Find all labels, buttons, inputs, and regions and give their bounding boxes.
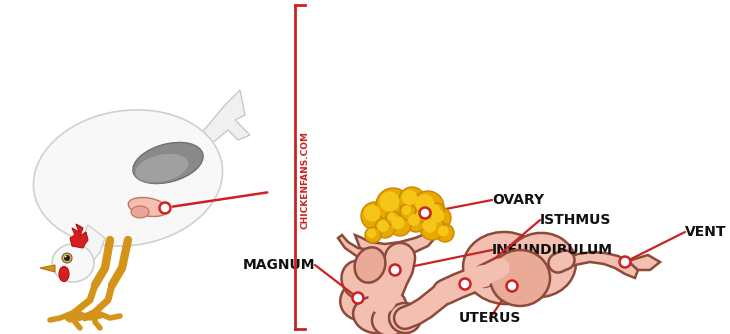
Circle shape	[388, 212, 396, 221]
Text: MAGNUM: MAGNUM	[242, 258, 315, 272]
Circle shape	[415, 208, 429, 222]
Circle shape	[429, 207, 451, 229]
Circle shape	[159, 202, 171, 213]
Ellipse shape	[131, 206, 149, 218]
Ellipse shape	[340, 280, 384, 320]
Circle shape	[390, 265, 401, 276]
Ellipse shape	[389, 303, 421, 333]
Polygon shape	[40, 265, 55, 272]
Circle shape	[430, 203, 444, 217]
Circle shape	[438, 226, 449, 236]
Circle shape	[620, 257, 631, 268]
Circle shape	[365, 227, 381, 243]
Ellipse shape	[128, 197, 168, 216]
Polygon shape	[338, 235, 370, 260]
Circle shape	[366, 228, 376, 238]
Circle shape	[389, 214, 411, 236]
Ellipse shape	[355, 247, 385, 283]
Circle shape	[416, 209, 425, 218]
Ellipse shape	[135, 153, 189, 183]
Polygon shape	[70, 224, 88, 248]
Circle shape	[361, 202, 389, 230]
Ellipse shape	[133, 142, 203, 184]
Circle shape	[406, 212, 426, 232]
Circle shape	[431, 209, 445, 222]
Text: OVARY: OVARY	[492, 193, 544, 207]
Ellipse shape	[372, 304, 408, 334]
Polygon shape	[562, 252, 638, 278]
Circle shape	[391, 216, 404, 229]
Ellipse shape	[357, 286, 407, 330]
Circle shape	[380, 191, 400, 212]
Ellipse shape	[490, 250, 550, 306]
Circle shape	[375, 218, 395, 238]
Circle shape	[408, 214, 420, 226]
Circle shape	[377, 220, 389, 232]
Circle shape	[420, 207, 431, 218]
Ellipse shape	[34, 110, 223, 246]
Circle shape	[386, 211, 400, 225]
Circle shape	[423, 218, 437, 233]
Text: UTERUS: UTERUS	[459, 311, 521, 325]
Ellipse shape	[463, 232, 547, 304]
Circle shape	[364, 205, 380, 221]
Circle shape	[431, 204, 439, 213]
Circle shape	[507, 281, 518, 292]
Circle shape	[402, 190, 418, 205]
Circle shape	[459, 279, 471, 290]
Text: INFUNDIBULUM: INFUNDIBULUM	[492, 243, 613, 257]
Circle shape	[62, 253, 72, 263]
Circle shape	[415, 194, 434, 213]
Text: VENT: VENT	[685, 225, 726, 239]
Circle shape	[412, 191, 444, 223]
Circle shape	[436, 224, 454, 242]
Circle shape	[399, 187, 425, 213]
Circle shape	[400, 204, 416, 220]
Ellipse shape	[504, 233, 576, 297]
Ellipse shape	[52, 244, 94, 282]
Text: CHICKENFANS.COM: CHICKENFANS.COM	[301, 131, 310, 229]
Text: ISTHMUS: ISTHMUS	[540, 213, 612, 227]
Ellipse shape	[342, 261, 379, 300]
Circle shape	[64, 256, 66, 258]
Circle shape	[64, 255, 70, 261]
Ellipse shape	[353, 297, 397, 333]
Polygon shape	[195, 90, 250, 150]
Circle shape	[420, 216, 444, 240]
Polygon shape	[72, 225, 105, 272]
Polygon shape	[628, 255, 660, 270]
Circle shape	[376, 188, 410, 222]
Ellipse shape	[59, 267, 69, 282]
Circle shape	[402, 206, 411, 215]
Circle shape	[353, 293, 364, 304]
Polygon shape	[355, 232, 435, 258]
